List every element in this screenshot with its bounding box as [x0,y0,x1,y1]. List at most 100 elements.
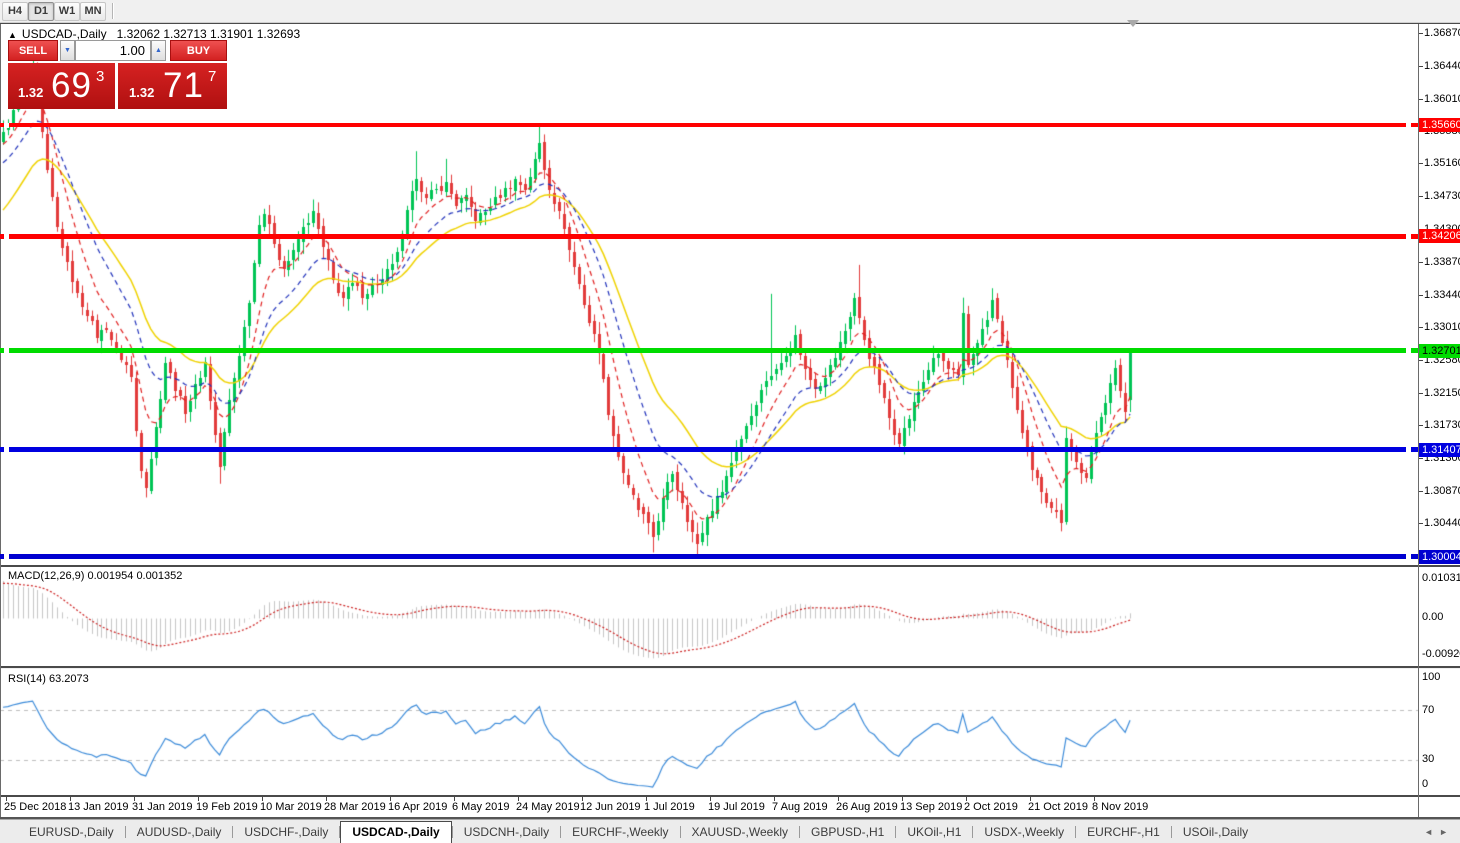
price-tick [1418,425,1423,426]
line-handle-left[interactable] [4,348,9,353]
time-axis-strip [0,797,1460,817]
buy-price-sup: 7 [208,68,217,85]
time-tick-label: 8 Nov 2019 [1092,801,1149,813]
support-line-2[interactable] [0,554,1418,559]
line-handle-right[interactable] [1406,348,1411,353]
panel-border [0,565,1460,567]
sell-price-box[interactable]: 1.32 69 3 [8,63,115,109]
timeframe-button-mn[interactable]: MN [80,2,106,21]
tab-divider [1170,826,1172,838]
time-tick-label: 12 Jun 2019 [580,801,641,813]
rsi-name: RSI(14) [8,673,46,685]
line-handle-left[interactable] [4,447,9,452]
candlestick-chart[interactable] [0,24,1418,565]
line-handle-right[interactable] [1406,123,1411,128]
time-tick [838,797,839,801]
price-tick-label: 1.30440 [1424,517,1460,529]
axis-border [1418,24,1419,817]
timeframe-button-w1[interactable]: W1 [54,2,80,21]
timeframe-button-d1[interactable]: D1 [28,2,54,21]
price-tick [1418,523,1423,524]
time-tick-label: 19 Feb 2019 [196,801,258,813]
price-tick-label: 1.33870 [1424,256,1460,268]
line-handle-right[interactable] [1406,554,1411,559]
time-tick [6,797,7,801]
toolbar-separator [112,3,114,19]
rsi-title: RSI(14) 63.2073 [8,673,89,685]
volume-increase-button[interactable]: ▲ [151,40,166,61]
buy-button[interactable]: BUY [170,40,227,61]
panel-border [0,795,1460,797]
tab-ukoil-h1[interactable]: UKOil-,H1 [907,825,962,839]
time-tick-label: 25 Dec 2018 [4,801,67,813]
rsi-scale-70: 70 [1422,704,1435,716]
window-bottom-border [0,817,1460,819]
rsi-scale-30: 30 [1422,753,1435,765]
rsi-scale-100: 100 [1422,671,1441,683]
buy-price-big: 71 [163,66,204,105]
price-tick-label: 1.36870 [1424,27,1460,39]
macd-name: MACD(12,26,9) [8,570,85,582]
line-handle-left[interactable] [4,554,9,559]
price-tick-label: 1.30870 [1424,485,1460,497]
tab-divider [451,826,453,838]
time-tick [134,797,135,801]
price-tick-label: 1.33010 [1424,321,1460,333]
price-tick [1418,163,1423,164]
tab-gbpusd-h1[interactable]: GBPUSD-,H1 [811,825,885,839]
tab-usdcnh-daily[interactable]: USDCNH-,Daily [463,825,550,839]
time-tick [1094,797,1095,801]
resistance-line-1[interactable] [0,123,1418,128]
time-tick-label: 24 May 2019 [516,801,580,813]
rsi-indicator-chart[interactable] [0,669,1418,795]
tab-scroll-right-icon[interactable]: ► [1439,827,1454,837]
price-tick-label: 1.36010 [1424,93,1460,105]
buy-price-box[interactable]: 1.32 71 7 [118,63,227,109]
tab-eurchf-weekly[interactable]: EURCHF-,Weekly [572,825,669,839]
line-handle-right[interactable] [1406,234,1411,239]
price-tick [1418,295,1423,296]
sell-price-prefix: 1.32 [18,85,44,100]
resistance-line-2[interactable] [0,234,1418,239]
time-tick [70,797,71,801]
time-tick-label: 28 Mar 2019 [324,801,386,813]
buy-price-prefix: 1.32 [129,85,155,100]
tab-audusd-daily[interactable]: AUDUSD-,Daily [136,825,222,839]
tab-xauusd-weekly[interactable]: XAUUSD-,Weekly [691,825,788,839]
tab-usdchf-daily[interactable]: USDCHF-,Daily [244,825,329,839]
macd-title: MACD(12,26,9) 0.001954 0.001352 [8,570,182,582]
line-handle-left[interactable] [4,123,9,128]
tab-eurchf-h1[interactable]: EURCHF-,H1 [1087,825,1160,839]
support-line-1[interactable] [0,447,1418,452]
timeframe-button-h4[interactable]: H4 [2,2,28,21]
tab-usdcad-daily[interactable]: USDCAD-,Daily [340,821,452,843]
price-tick-label: 1.34730 [1424,190,1460,202]
volume-decrease-button[interactable]: ▼ [60,40,75,61]
time-tick-label: 26 Aug 2019 [836,801,898,813]
price-tick-label: 1.31730 [1424,419,1460,431]
pivot-line-green[interactable] [0,348,1418,353]
price-tick [1418,491,1423,492]
sell-button[interactable]: SELL [8,40,58,61]
time-tick [710,797,711,801]
tab-usoil-daily[interactable]: USOil-,Daily [1182,825,1249,839]
window-left-border [0,24,1,817]
macd-scale-top: 0.010311 [1422,572,1460,584]
timeframe-toolbar: H4 D1 W1 MN [0,0,1460,23]
time-tick [454,797,455,801]
macd-indicator-chart[interactable] [0,567,1418,666]
time-tick-label: 2 Oct 2019 [964,801,1018,813]
line-handle-left[interactable] [4,234,9,239]
tab-scroll-left-icon[interactable]: ◄ [1424,827,1440,837]
time-tick-label: 19 Jul 2019 [708,801,765,813]
time-tick-label: 31 Jan 2019 [132,801,193,813]
volume-input[interactable] [75,40,151,61]
tab-usdx-weekly[interactable]: USDX-,Weekly [984,825,1065,839]
line-handle-right[interactable] [1406,447,1411,452]
tab-divider [679,826,681,838]
price-tick-label: 1.35160 [1424,157,1460,169]
collapse-trade-panel-icon[interactable]: ▲ [8,30,17,40]
price-tick [1418,458,1423,459]
tab-eurusd-daily[interactable]: EURUSD-,Daily [29,825,114,839]
